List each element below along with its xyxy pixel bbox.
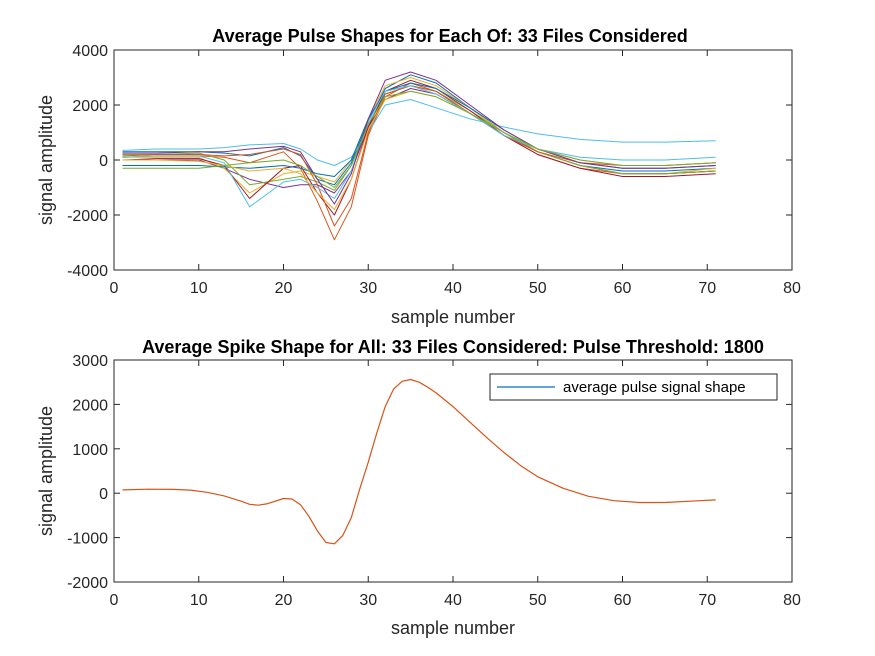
bottom-subplot: 0 10 20 30 40 50 60 70 80 -2000 -1000 0 1000 2000 3000… bbox=[36, 337, 801, 638]
top-x-tick-label: 50 bbox=[529, 280, 547, 297]
top-x-tick-label: 30 bbox=[359, 280, 377, 297]
bottom-x-tick-label: 80 bbox=[783, 592, 801, 609]
bottom-y-tick-label: 1000 bbox=[72, 442, 108, 459]
top-x-tick-label: 20 bbox=[275, 280, 293, 297]
top-y-axis-label: signal amplitude bbox=[36, 95, 56, 225]
top-chart-title: Average Pulse Shapes for Each Of: 33 Fil… bbox=[212, 26, 688, 46]
top-x-axis-label: sample number bbox=[391, 307, 515, 327]
pulse-series-line bbox=[122, 71, 716, 205]
bottom-x-tick-label: 70 bbox=[698, 592, 716, 609]
bottom-series-group bbox=[122, 378, 716, 545]
bottom-chart-title: Average Spike Shape for All: 33 Files Co… bbox=[142, 337, 764, 357]
bottom-axis-ticks: 0 10 20 30 40 50 60 70 80 -2000 -1000 0 1000 2000 3000 bbox=[67, 353, 801, 609]
top-y-tick-label: 0 bbox=[99, 153, 108, 170]
legend: average pulse signal shape bbox=[489, 373, 778, 401]
bottom-x-axis-label: sample number bbox=[391, 618, 515, 638]
pulse-series-line bbox=[122, 85, 716, 227]
top-x-tick-label: 40 bbox=[444, 280, 462, 297]
top-y-tick-label: 2000 bbox=[72, 98, 108, 115]
top-subplot: 0 10 20 30 40 50 60 70 80 -4000 -2000 0 2000 4000 Ave… bbox=[36, 26, 801, 327]
bottom-x-tick-label: 20 bbox=[275, 592, 293, 609]
bottom-y-axis-label: signal amplitude bbox=[36, 406, 56, 536]
bottom-x-tick-label: 30 bbox=[359, 592, 377, 609]
pulse-series-line bbox=[122, 90, 716, 188]
top-axis-ticks: 0 10 20 30 40 50 60 70 80 -4000 -2000 0 2000 4000 bbox=[67, 43, 801, 297]
top-series-group bbox=[122, 71, 716, 241]
bottom-x-tick-label: 10 bbox=[190, 592, 208, 609]
bottom-x-tick-label: 50 bbox=[529, 592, 547, 609]
top-y-tick-label: -2000 bbox=[67, 208, 108, 225]
top-y-tick-label: -4000 bbox=[67, 263, 108, 280]
bottom-y-tick-label: -2000 bbox=[67, 575, 108, 592]
top-y-tick-label: 4000 bbox=[72, 43, 108, 60]
top-x-tick-label: 80 bbox=[783, 280, 801, 297]
bottom-y-tick-label: -1000 bbox=[67, 531, 108, 548]
top-x-tick-label: 0 bbox=[110, 280, 119, 297]
top-plot-area bbox=[113, 49, 793, 271]
bottom-y-tick-label: 0 bbox=[99, 486, 108, 503]
legend-entry: average pulse signal shape bbox=[563, 379, 746, 396]
pulse-series-line bbox=[122, 85, 716, 208]
bottom-x-tick-label: 0 bbox=[110, 592, 119, 609]
average-pulse-line bbox=[122, 378, 716, 545]
bottom-x-tick-label: 60 bbox=[614, 592, 632, 609]
bottom-y-tick-label: 2000 bbox=[72, 397, 108, 414]
top-x-tick-label: 60 bbox=[614, 280, 632, 297]
top-x-tick-label: 10 bbox=[190, 280, 208, 297]
top-x-tick-label: 70 bbox=[698, 280, 716, 297]
bottom-x-tick-label: 40 bbox=[444, 592, 462, 609]
bottom-y-tick-label: 3000 bbox=[72, 353, 108, 370]
